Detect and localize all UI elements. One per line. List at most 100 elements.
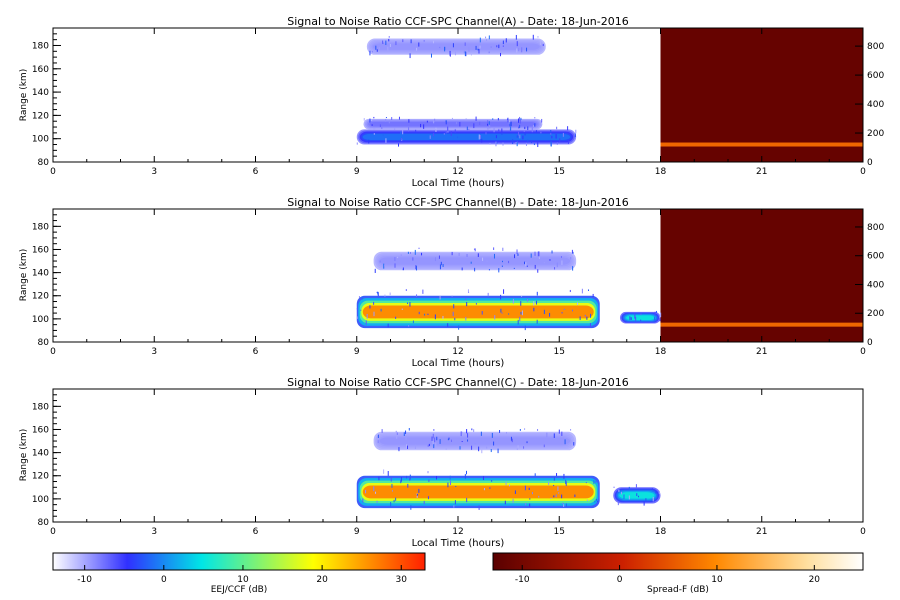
echo-speckle bbox=[533, 143, 535, 146]
echo-speckle bbox=[442, 315, 444, 319]
echo-speckle bbox=[556, 126, 558, 130]
echo-speckle bbox=[454, 128, 456, 133]
echo-speckle bbox=[505, 432, 507, 434]
x-tick-label: 0 bbox=[860, 527, 866, 537]
echo-speckle bbox=[387, 46, 389, 51]
echo-speckle bbox=[617, 501, 619, 506]
colorbar-tick-label: 10 bbox=[711, 575, 723, 585]
echo-speckle bbox=[479, 37, 481, 43]
echo-speckle bbox=[623, 494, 625, 499]
echo-speckle bbox=[422, 289, 424, 294]
echo-speckle bbox=[565, 503, 567, 507]
echo-speckle bbox=[516, 41, 518, 47]
echo-speckle bbox=[435, 127, 437, 132]
echo-speckle bbox=[539, 40, 541, 46]
echo-speckle bbox=[535, 130, 537, 133]
echo-speckle bbox=[454, 51, 456, 56]
y-tick-label: 160 bbox=[32, 245, 49, 255]
echo-speckle bbox=[596, 499, 598, 501]
echo-speckle bbox=[443, 133, 445, 135]
x-tick-label: 18 bbox=[655, 527, 667, 537]
y2-tick-label: 0 bbox=[867, 338, 873, 348]
echo-speckle bbox=[655, 491, 657, 494]
x-tick-label: 21 bbox=[756, 527, 767, 537]
echo-speckle bbox=[510, 126, 512, 131]
echo-speckle bbox=[555, 494, 557, 498]
echo-speckle bbox=[371, 51, 373, 53]
echo-speckle bbox=[529, 498, 531, 500]
echo-speckle bbox=[455, 485, 457, 487]
echo-speckle bbox=[451, 251, 453, 256]
echo-speckle bbox=[390, 502, 392, 507]
panel-b: Signal to Noise Ratio CCF-SPC Channel(B)… bbox=[19, 196, 884, 369]
echo-speckle bbox=[458, 325, 460, 330]
echo-speckle bbox=[534, 264, 536, 269]
echo-speckle bbox=[519, 124, 521, 128]
echo-speckle bbox=[435, 442, 437, 447]
echo-speckle bbox=[382, 134, 384, 136]
echo-speckle bbox=[385, 118, 387, 122]
echo-speckle bbox=[516, 48, 518, 53]
echo-speckle bbox=[464, 42, 466, 46]
echo-speckle bbox=[465, 316, 467, 321]
echo-speckle bbox=[514, 490, 516, 494]
echo-speckle bbox=[402, 39, 404, 43]
echo-speckle bbox=[385, 117, 387, 119]
echo-speckle bbox=[416, 493, 418, 495]
echo-speckle bbox=[393, 499, 395, 503]
echo-speckle bbox=[502, 247, 504, 251]
y-tick-label: 140 bbox=[32, 269, 49, 279]
echo-speckle bbox=[477, 253, 479, 257]
echo-speckle bbox=[519, 116, 521, 122]
echo-speckle bbox=[498, 44, 500, 49]
echo-speckle bbox=[373, 133, 375, 135]
spread-f-background bbox=[660, 28, 863, 162]
echo-speckle bbox=[421, 252, 423, 256]
echo-speckle bbox=[481, 311, 483, 315]
echo-speckle bbox=[659, 314, 661, 318]
echo-speckle bbox=[409, 302, 411, 307]
echo-speckle bbox=[377, 440, 379, 444]
echo-speckle bbox=[445, 121, 447, 125]
x-tick-label: 15 bbox=[554, 167, 565, 177]
echo-layer bbox=[379, 257, 571, 265]
echo-speckle bbox=[536, 319, 538, 324]
x-tick-label: 3 bbox=[151, 347, 157, 357]
echo-speckle bbox=[520, 311, 522, 315]
echo-speckle bbox=[471, 445, 473, 450]
echo-speckle bbox=[402, 268, 404, 271]
echo-speckle bbox=[483, 488, 485, 491]
echo-speckle bbox=[537, 251, 539, 257]
echo-speckle bbox=[501, 312, 503, 314]
echo-speckle bbox=[485, 132, 487, 135]
echo-speckle bbox=[482, 257, 484, 261]
colorbar-tick-label: 30 bbox=[396, 575, 408, 585]
echo-speckle bbox=[447, 126, 449, 131]
echo-speckle bbox=[523, 446, 525, 449]
echo-speckle bbox=[384, 294, 386, 297]
echo-speckle bbox=[659, 318, 661, 322]
echo-region bbox=[620, 310, 662, 324]
echo-speckle bbox=[452, 134, 454, 140]
echo-speckle bbox=[524, 261, 526, 265]
echo-speckle bbox=[465, 118, 467, 121]
colorbar-tick-label: 20 bbox=[809, 575, 821, 585]
echo-speckle bbox=[569, 289, 571, 293]
echo-speckle bbox=[487, 119, 489, 124]
echo-speckle bbox=[378, 47, 380, 50]
echo-speckle bbox=[525, 503, 527, 506]
echo-speckle bbox=[486, 446, 488, 449]
echo-speckle bbox=[524, 485, 526, 491]
echo-speckle bbox=[504, 500, 506, 505]
echo-speckle bbox=[433, 444, 435, 449]
echo-speckle bbox=[493, 127, 495, 133]
echo-speckle bbox=[391, 490, 393, 492]
echo-speckle bbox=[550, 132, 552, 135]
echo-speckle bbox=[508, 313, 510, 315]
echo-speckle bbox=[420, 123, 422, 128]
echo-speckle bbox=[465, 51, 467, 57]
y2-tick-label: 600 bbox=[867, 71, 884, 81]
echo-speckle bbox=[430, 53, 432, 58]
echo-speckle bbox=[428, 479, 430, 482]
echo-speckle bbox=[485, 36, 487, 39]
